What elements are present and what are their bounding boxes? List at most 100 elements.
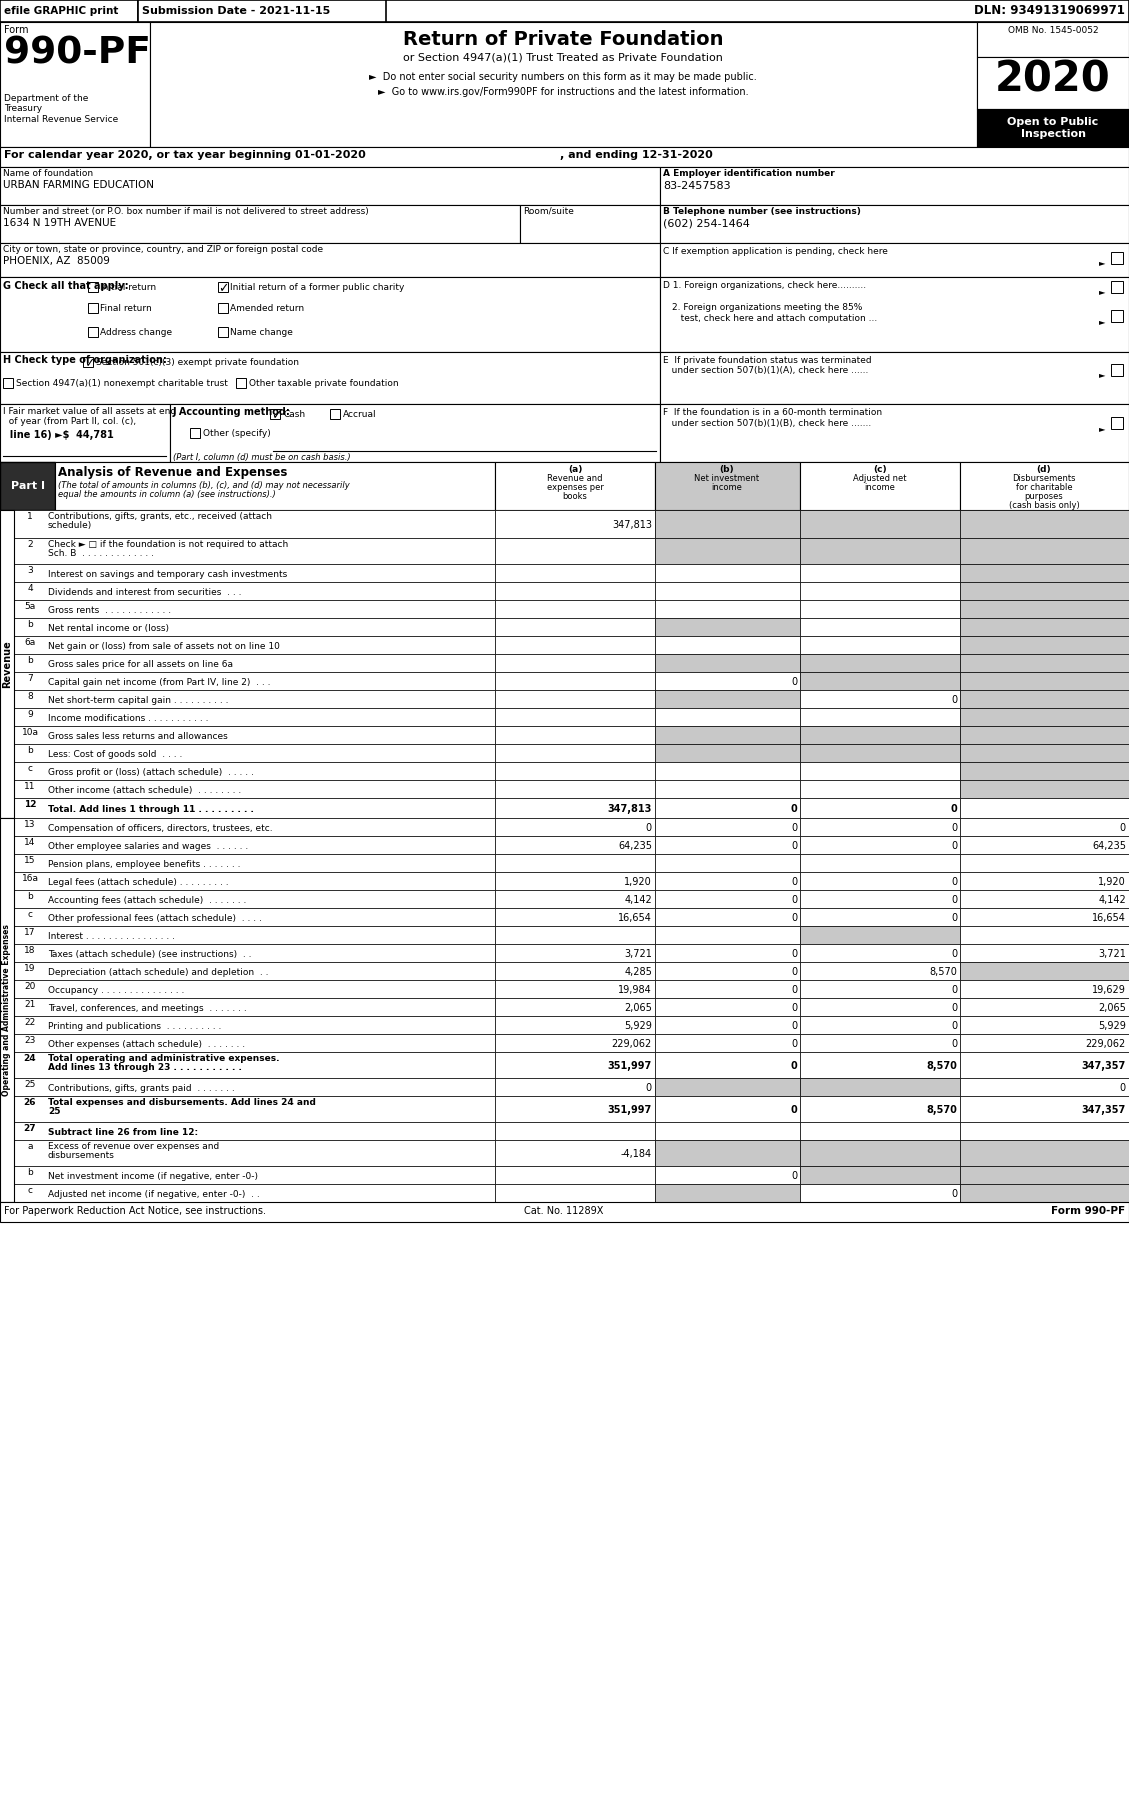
Text: 12: 12 <box>24 800 36 809</box>
Text: 0: 0 <box>791 1170 797 1181</box>
Bar <box>495 962 655 980</box>
Bar <box>655 1034 800 1052</box>
Bar <box>0 167 660 205</box>
Text: 64,235: 64,235 <box>1092 841 1126 850</box>
Bar <box>977 22 1129 58</box>
Text: 0: 0 <box>951 913 957 922</box>
Text: 27: 27 <box>24 1124 36 1133</box>
Bar <box>655 1052 800 1079</box>
Bar <box>800 654 960 672</box>
Text: of year (from Part II, col. (c),: of year (from Part II, col. (c), <box>3 417 137 426</box>
Text: schedule): schedule) <box>49 521 93 530</box>
Text: Add lines 13 through 23 . . . . . . . . . . .: Add lines 13 through 23 . . . . . . . . … <box>49 1063 242 1072</box>
Bar <box>495 1122 655 1140</box>
Bar <box>14 908 495 926</box>
Text: Operating and Administrative Expenses: Operating and Administrative Expenses <box>2 924 11 1097</box>
Bar <box>960 1097 1129 1122</box>
Bar <box>14 744 495 762</box>
Text: expenses per: expenses per <box>546 484 603 493</box>
Text: 14: 14 <box>25 838 36 847</box>
Bar <box>655 1097 800 1122</box>
Bar <box>170 405 660 462</box>
Bar <box>655 980 800 998</box>
Text: 347,813: 347,813 <box>607 804 653 814</box>
Text: b: b <box>27 620 33 629</box>
Text: 0: 0 <box>951 804 957 814</box>
Bar <box>655 1016 800 1034</box>
Bar <box>495 672 655 690</box>
Text: D 1. Foreign organizations, check here..........: D 1. Foreign organizations, check here..… <box>663 280 866 289</box>
Text: 0: 0 <box>951 895 957 904</box>
Text: 0: 0 <box>951 1003 957 1012</box>
Text: under section 507(b)(1)(B), check here .......: under section 507(b)(1)(B), check here .… <box>663 419 872 428</box>
Text: (Part I, column (d) must be on cash basis.): (Part I, column (d) must be on cash basi… <box>173 453 351 462</box>
Text: 0: 0 <box>951 823 957 832</box>
Bar <box>800 538 960 565</box>
Text: 0: 0 <box>791 985 797 994</box>
Bar <box>14 636 495 654</box>
Bar <box>495 944 655 962</box>
Text: 3,721: 3,721 <box>624 949 653 958</box>
Text: b: b <box>27 746 33 755</box>
Bar <box>800 1052 960 1079</box>
Text: Printing and publications  . . . . . . . . . .: Printing and publications . . . . . . . … <box>49 1021 221 1030</box>
Text: 3: 3 <box>27 566 33 575</box>
Text: ►: ► <box>1099 257 1105 266</box>
Bar <box>14 962 495 980</box>
Bar <box>960 1052 1129 1079</box>
Text: 17: 17 <box>24 928 36 937</box>
Bar <box>655 636 800 654</box>
Bar <box>3 378 14 388</box>
Bar <box>800 854 960 872</box>
Bar <box>270 408 280 419</box>
Text: Analysis of Revenue and Expenses: Analysis of Revenue and Expenses <box>58 466 288 478</box>
Text: income: income <box>865 484 895 493</box>
Text: Less: Cost of goods sold  . . . .: Less: Cost of goods sold . . . . <box>49 750 183 759</box>
Bar <box>655 890 800 908</box>
Text: 3,721: 3,721 <box>1099 949 1126 958</box>
Text: line 16) ►$  44,781: line 16) ►$ 44,781 <box>3 430 114 441</box>
Text: Gross profit or (loss) (attach schedule)  . . . . .: Gross profit or (loss) (attach schedule)… <box>49 768 254 777</box>
Bar <box>960 890 1129 908</box>
Bar <box>495 636 655 654</box>
Bar <box>655 1185 800 1203</box>
Text: 0: 0 <box>791 949 797 958</box>
Bar <box>960 872 1129 890</box>
Text: H Check type of organization:: H Check type of organization: <box>3 354 167 365</box>
Text: Accrual: Accrual <box>343 410 377 419</box>
Bar <box>960 998 1129 1016</box>
Text: Gross sales price for all assets on line 6a: Gross sales price for all assets on line… <box>49 660 233 669</box>
Text: disbursements: disbursements <box>49 1151 115 1160</box>
Text: 0: 0 <box>791 1039 797 1048</box>
Text: ✓: ✓ <box>84 358 95 370</box>
Bar <box>14 980 495 998</box>
Text: 0: 0 <box>951 1039 957 1048</box>
Bar <box>14 1165 495 1185</box>
Text: Net rental income or (loss): Net rental income or (loss) <box>49 624 169 633</box>
Text: Pension plans, employee benefits . . . . . . .: Pension plans, employee benefits . . . .… <box>49 859 240 868</box>
Text: 0: 0 <box>951 1021 957 1030</box>
Bar <box>960 1079 1129 1097</box>
Bar <box>960 462 1129 511</box>
Bar <box>960 926 1129 944</box>
Bar <box>150 22 977 147</box>
Text: 0: 0 <box>1120 1082 1126 1093</box>
Bar <box>960 1140 1129 1165</box>
Text: 2,065: 2,065 <box>1099 1003 1126 1012</box>
Text: 5,929: 5,929 <box>1099 1021 1126 1030</box>
Bar <box>495 583 655 601</box>
Text: Final return: Final return <box>100 304 151 313</box>
Bar <box>960 980 1129 998</box>
Text: Compensation of officers, directors, trustees, etc.: Compensation of officers, directors, tru… <box>49 823 272 832</box>
Text: income: income <box>711 484 743 493</box>
Text: 83-2457583: 83-2457583 <box>663 182 730 191</box>
Text: (The total of amounts in columns (b), (c), and (d) may not necessarily: (The total of amounts in columns (b), (c… <box>58 482 350 491</box>
Bar <box>495 538 655 565</box>
Bar <box>800 672 960 690</box>
Bar <box>88 304 98 313</box>
Bar <box>655 872 800 890</box>
Text: 24: 24 <box>24 1054 36 1063</box>
Text: 22: 22 <box>25 1018 36 1027</box>
Text: Part I: Part I <box>11 482 45 491</box>
Bar <box>655 726 800 744</box>
